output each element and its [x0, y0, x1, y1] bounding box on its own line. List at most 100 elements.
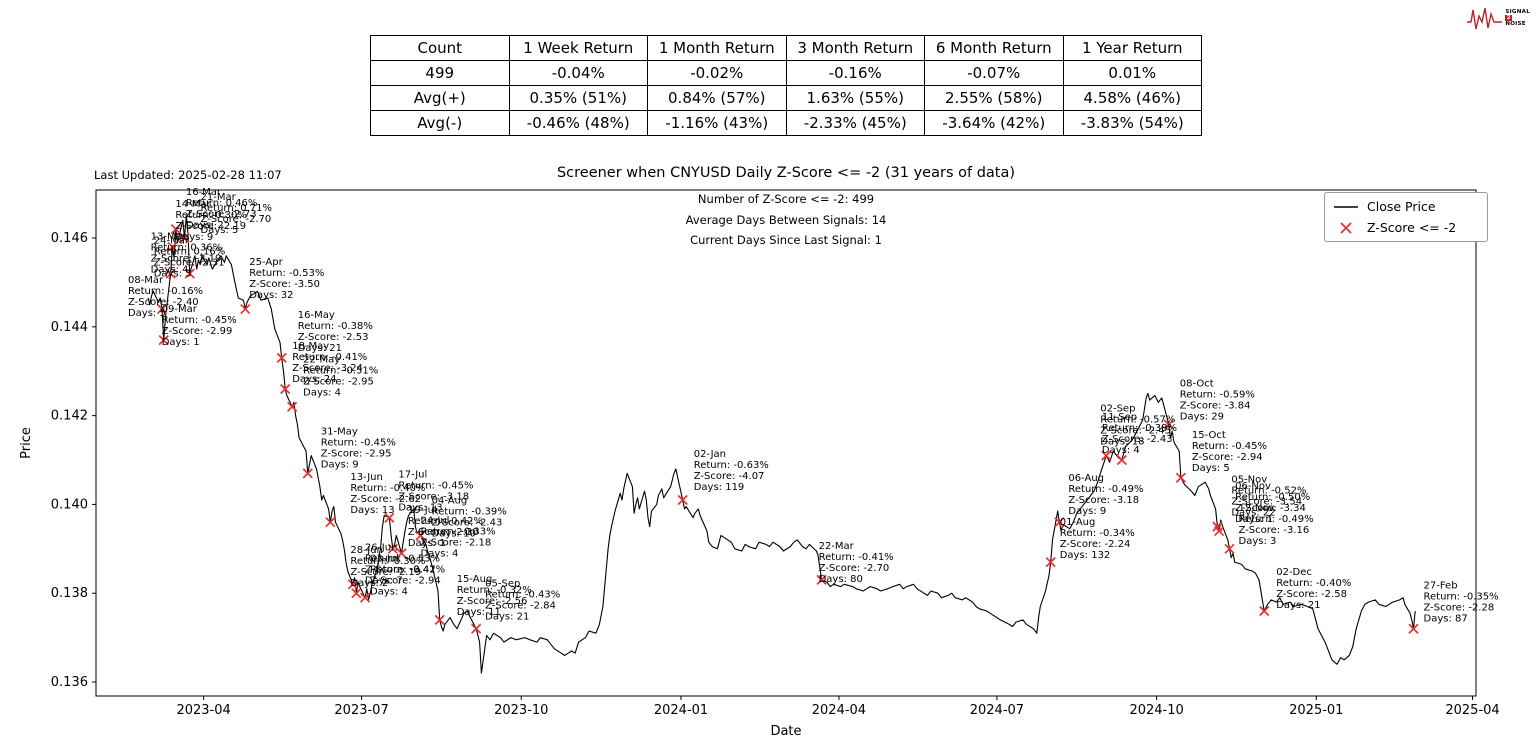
legend-zscore: Z-Score <= -2 — [1333, 220, 1479, 235]
x-axis: 2023-04 2023-07 2023-10 2024-01 2024-04 2024-… — [176, 696, 1500, 718]
signal-marker — [351, 588, 362, 599]
table-cell: 3 Month Return — [785, 35, 925, 61]
svg-text:Days: 2: Days: 2 — [350, 578, 388, 589]
signal-marker — [179, 232, 190, 244]
svg-text:Days: 5: Days: 5 — [1192, 463, 1230, 474]
svg-text:Z-Score: -3.50: Z-Score: -3.50 — [249, 279, 320, 290]
svg-text:16-May: 16-May — [298, 310, 335, 321]
logo-text: SIGNAL 2 NOISE — [1505, 9, 1530, 27]
table-row: Count 1 Week Return 1 Month Return 3 Month … — [370, 35, 1202, 61]
svg-text:Return: -0.34%: Return: -0.34% — [1060, 528, 1135, 539]
svg-text:Return: -0.45%: Return: -0.45% — [162, 315, 237, 326]
svg-text:Days: 4: Days: 4 — [421, 548, 459, 559]
svg-text:Z-Score: -2.53: Z-Score: -2.53 — [298, 332, 369, 343]
signal-stats-block: Number of Z-Score <= -2: 499 Average Day… — [96, 189, 1476, 251]
svg-text:Days: 5: Days: 5 — [201, 225, 239, 236]
svg-text:Days: 10: Days: 10 — [432, 529, 476, 540]
svg-text:Z-Score: -2.99: Z-Score: -2.99 — [162, 326, 233, 337]
table-cell: 499 — [370, 60, 510, 86]
svg-text:Days: 1: Days: 1 — [408, 538, 446, 549]
signal-marker — [302, 468, 313, 479]
svg-text:Return: -0.39%: Return: -0.39% — [432, 507, 507, 518]
x-tick-label: 2023-10 — [494, 703, 548, 718]
table-cell: 1 Week Return — [508, 35, 648, 61]
stat-count-line: Number of Z-Score <= -2: 499 — [697, 192, 875, 206]
svg-text:Return: -0.40%: Return: -0.40% — [1276, 578, 1351, 589]
chart-title: Screener when CNYUSD Daily Z-Score <= -2… — [556, 165, 1016, 181]
table-cell: -0.16% — [785, 60, 925, 86]
svg-text:Days: 2: Days: 2 — [186, 220, 224, 231]
y-tick-label: 0.140 — [51, 497, 88, 512]
svg-text:Days: 1: Days: 1 — [162, 337, 200, 348]
svg-text:Z-Score: -2.70: Z-Score: -2.70 — [201, 214, 272, 225]
svg-text:Return: -0.45%: Return: -0.45% — [398, 481, 473, 492]
signal-marker — [1224, 543, 1235, 554]
svg-text:02-Sep: 02-Sep — [1100, 404, 1135, 415]
table-cell: -3.83% (54%) — [1062, 110, 1202, 136]
signal-marker — [1045, 557, 1056, 568]
svg-text:Days: 29: Days: 29 — [1180, 412, 1224, 423]
signal-marker — [170, 224, 181, 235]
y-axis-title: Price — [19, 427, 34, 459]
signal-marker — [816, 574, 827, 586]
svg-text:Return: 0.30%: Return: 0.30% — [175, 210, 247, 221]
signal-marker — [415, 530, 426, 541]
svg-text:11-Sep: 11-Sep — [1102, 412, 1137, 423]
svg-text:Z-Score: -2.94: Z-Score: -2.94 — [370, 576, 441, 587]
svg-text:15-Oct: 15-Oct — [1192, 430, 1226, 441]
svg-text:Z-Score: -2.19: Z-Score: -2.19 — [151, 254, 222, 265]
signal-marker — [165, 268, 176, 279]
table-cell: -0.46% (48%) — [508, 110, 648, 136]
svg-text:21-Mar: 21-Mar — [201, 192, 237, 203]
signal-marker — [276, 352, 287, 364]
svg-text:Z-Score: -2.18: Z-Score: -2.18 — [421, 537, 492, 548]
x-tick-label: 2024-10 — [1129, 703, 1183, 718]
svg-text:Z-Score: -2.84: Z-Score: -2.84 — [485, 601, 556, 612]
svg-text:08-Mar: 08-Mar — [128, 275, 164, 286]
svg-text:Return: -0.33%: Return: -0.33% — [421, 526, 496, 537]
svg-text:Return: -0.38%: Return: -0.38% — [1102, 423, 1177, 434]
signal-marker — [1213, 525, 1225, 537]
signal-marker — [384, 512, 395, 523]
signal-marker — [1163, 419, 1174, 430]
svg-text:Return: 0.16%: Return: 0.16% — [154, 247, 226, 258]
x-tick-label: 2024-07 — [970, 703, 1024, 718]
svg-text:16-Mar: 16-Mar — [186, 187, 222, 198]
svg-text:Z-Score: -2.19: Z-Score: -2.19 — [350, 567, 421, 578]
svg-text:Return: 0.46%: Return: 0.46% — [186, 198, 258, 209]
signal-marker — [156, 303, 168, 315]
chart-legend: Close Price Z-Score <= -2 — [1324, 192, 1488, 242]
svg-text:06-Nov: 06-Nov — [1235, 481, 1271, 492]
table-cell: -3.64% (42%) — [924, 110, 1064, 136]
line-sample-icon — [1334, 205, 1358, 208]
svg-text:Return: -0.32%: Return: -0.32% — [457, 585, 532, 596]
svg-text:Days: 24: Days: 24 — [292, 374, 336, 385]
svg-text:Z-Score: -3.16: Z-Score: -3.16 — [1239, 525, 1310, 536]
table-cell: Avg(+) — [370, 85, 510, 111]
x-tick-label: 2023-07 — [334, 703, 388, 718]
table-cell: -0.02% — [647, 60, 787, 86]
svg-text:Days: 32: Days: 32 — [249, 290, 293, 301]
svg-text:Z-Score: -2.70: Z-Score: -2.70 — [819, 563, 890, 574]
x-tick-label: 2023-04 — [176, 703, 230, 718]
signal-marker — [1054, 517, 1065, 528]
svg-text:Z-Score: -3.18: Z-Score: -3.18 — [398, 492, 469, 503]
svg-text:Days: 13: Days: 13 — [350, 505, 394, 516]
svg-text:Days: 3: Days: 3 — [154, 269, 192, 280]
